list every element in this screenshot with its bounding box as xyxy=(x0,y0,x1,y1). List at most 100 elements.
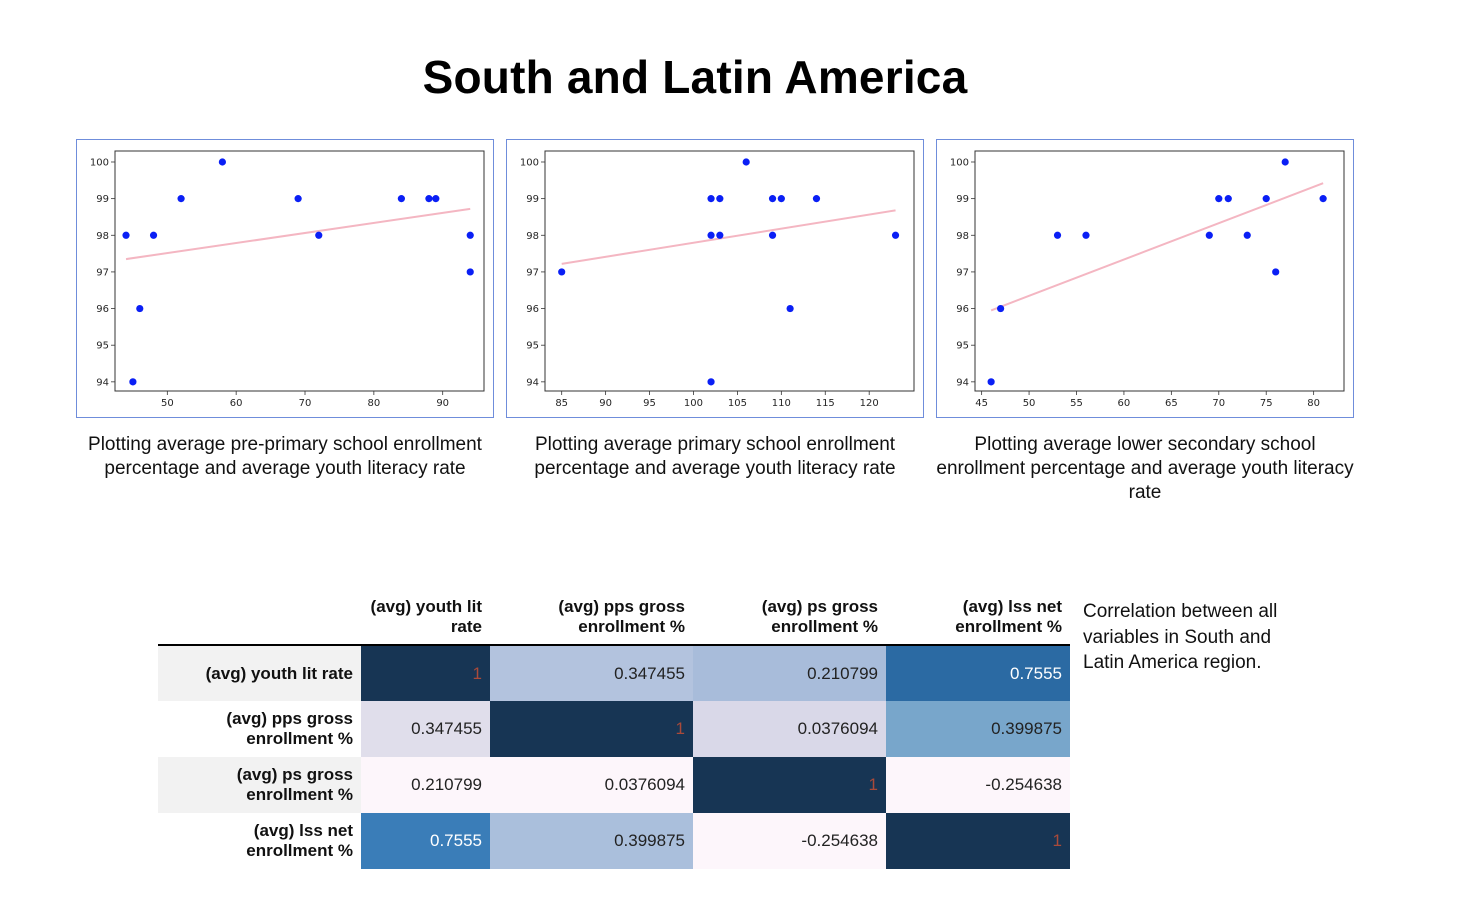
corner-header xyxy=(158,595,361,645)
trend-line-primary xyxy=(561,209,896,265)
data-point xyxy=(812,195,821,203)
x-tick-label: 80 xyxy=(367,398,380,409)
x-tick-label: 100 xyxy=(684,398,703,409)
row-header: (avg) ps gross enrollment % xyxy=(158,757,361,813)
table-row: (avg) pps gross enrollment % 0.347455 1 … xyxy=(158,701,1070,757)
x-tick-label: 50 xyxy=(1023,398,1036,409)
data-point xyxy=(149,231,158,239)
plot-area-frame xyxy=(114,150,485,392)
scatter-panel-lower-secondary: 94 95 96 97 98 99 100 45 50 55 60 65 70 75 80 xyxy=(936,139,1354,418)
y-tick-label: 97 xyxy=(956,267,969,278)
y-tick-label: 94 xyxy=(526,377,539,388)
data-point xyxy=(1053,231,1062,239)
table-row: (avg) lss net enrollment % 0.7555 0.3998… xyxy=(158,813,1070,869)
column-header: (avg) youth lit rate xyxy=(370,597,482,636)
x-tick-label: 45 xyxy=(975,398,988,409)
correlation-cell: 0.210799 xyxy=(693,645,886,701)
table-row: (avg) ps gross enrollment % 0.210799 0.0… xyxy=(158,757,1070,813)
row-header: (avg) youth lit rate xyxy=(158,645,361,701)
plot-area-frame xyxy=(544,150,915,392)
scatter-plot-pre-primary: 94 95 96 97 98 99 100 50 60 70 80 90 xyxy=(90,150,485,409)
scatter-panel-primary: 94 95 96 97 98 99 100 85 90 95 100 105 110 115 120 xyxy=(506,139,924,418)
plot-area-frame xyxy=(974,150,1345,392)
trend-line-lower-secondary xyxy=(990,182,1324,312)
data-point xyxy=(1215,195,1223,203)
x-tick-label: 105 xyxy=(728,398,747,409)
x-tick-label: 85 xyxy=(555,398,568,409)
x-tick-label: 70 xyxy=(1212,398,1225,409)
data-point xyxy=(987,378,995,386)
correlation-cell: 0.347455 xyxy=(361,701,490,757)
data-point xyxy=(707,231,715,239)
column-header: (avg) pps gross enrollment % xyxy=(558,597,685,636)
correlation-cell: 0.7555 xyxy=(886,645,1070,701)
data-point xyxy=(786,304,794,313)
data-point xyxy=(397,195,405,203)
data-point xyxy=(466,231,474,239)
data-point xyxy=(425,195,433,203)
caption-pre-primary: Plotting average pre-primary school enro… xyxy=(88,434,482,479)
correlation-cell: 0.399875 xyxy=(886,701,1070,757)
x-tick-label: 70 xyxy=(299,398,312,409)
page-title: South and Latin America xyxy=(422,51,968,103)
x-tick-label: 90 xyxy=(599,398,612,409)
data-point xyxy=(315,231,323,239)
y-tick-label: 100 xyxy=(90,157,109,168)
column-header: (avg) ps gross enrollment % xyxy=(761,597,878,636)
table-row: (avg) youth lit rate 1 0.347455 0.210799… xyxy=(158,645,1070,701)
data-point xyxy=(716,231,724,239)
y-tick-label: 96 xyxy=(526,304,539,315)
y-tick-label: 95 xyxy=(96,341,109,352)
x-tick-label: 95 xyxy=(643,398,656,409)
trend-line-pre-primary xyxy=(125,207,471,261)
row-header: (avg) lss net enrollment % xyxy=(158,813,361,869)
y-tick-label: 95 xyxy=(526,341,539,352)
data-point xyxy=(1243,231,1251,239)
y-tick-label: 94 xyxy=(96,377,109,388)
correlation-cell: 1 xyxy=(490,701,693,757)
correlation-cell: 1 xyxy=(693,757,886,813)
data-point xyxy=(742,158,750,166)
correlation-cell: 1 xyxy=(361,645,490,701)
x-tick-label: 55 xyxy=(1070,398,1083,409)
correlation-cell: -0.254638 xyxy=(693,813,886,869)
y-tick-label: 94 xyxy=(956,377,969,388)
y-tick-label: 96 xyxy=(96,304,109,315)
data-point xyxy=(1319,195,1327,203)
data-point xyxy=(1281,158,1289,166)
correlation-table: (avg) youth lit rate (avg) pps gross enr… xyxy=(158,595,1070,869)
correlation-note: Correlation between all variables in Sou… xyxy=(1083,601,1278,673)
x-tick-label: 60 xyxy=(1118,398,1131,409)
data-point xyxy=(768,195,777,203)
x-tick-label: 90 xyxy=(436,398,449,409)
correlation-cell: 0.347455 xyxy=(490,645,693,701)
scatter-plot-lower-secondary: 94 95 96 97 98 99 100 45 50 55 60 65 70 75 80 xyxy=(950,150,1345,409)
correlation-cell: 0.399875 xyxy=(490,813,693,869)
y-tick-label: 99 xyxy=(526,194,539,205)
y-tick-label: 99 xyxy=(956,194,969,205)
data-point xyxy=(218,158,226,166)
data-point xyxy=(891,231,900,239)
data-point xyxy=(707,378,715,386)
correlation-header-row: (avg) youth lit rate (avg) pps gross enr… xyxy=(158,595,1070,645)
correlation-cell: 0.0376094 xyxy=(490,757,693,813)
y-tick-label: 96 xyxy=(956,304,969,315)
data-point xyxy=(432,195,440,203)
data-point xyxy=(466,268,474,276)
y-tick-label: 100 xyxy=(520,157,539,168)
x-tick-label: 50 xyxy=(161,398,174,409)
data-point xyxy=(129,378,137,386)
x-tick-label: 60 xyxy=(230,398,243,409)
correlation-cell: 0.0376094 xyxy=(693,701,886,757)
correlation-cell: 0.7555 xyxy=(361,813,490,869)
column-header: (avg) lss net enrollment % xyxy=(955,597,1062,636)
y-tick-label: 98 xyxy=(956,231,969,242)
y-tick-label: 99 xyxy=(96,194,109,205)
correlation-cell: 0.210799 xyxy=(361,757,490,813)
data-point xyxy=(1224,195,1232,203)
data-point xyxy=(294,195,302,203)
row-header: (avg) pps gross enrollment % xyxy=(158,701,361,757)
y-tick-label: 95 xyxy=(956,341,969,352)
data-point xyxy=(768,231,777,239)
data-point xyxy=(777,195,785,203)
